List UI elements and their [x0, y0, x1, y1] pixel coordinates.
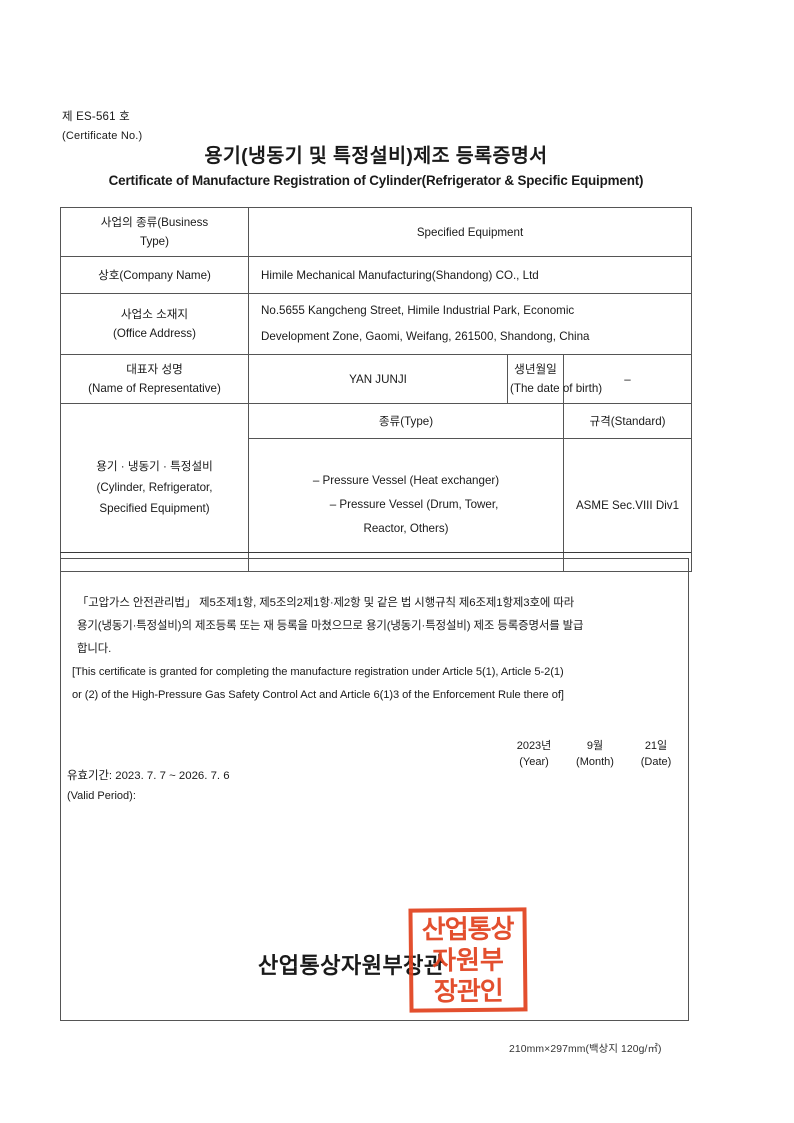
- page-title: 용기(냉동기 및 특정설비)제조 등록증명서 Certificate of Ma…: [60, 144, 692, 191]
- value-representative-name: YAN JUNJI: [248, 354, 508, 404]
- signature-authority: 산업통상자원부장관: [258, 953, 445, 978]
- statement-box: [60, 558, 689, 1021]
- certificate-info-table: 사업의 종류(Business Type) Specified Equipmen…: [60, 207, 692, 572]
- issue-date-month: 9월 (Month): [576, 740, 614, 768]
- table-row-company-name: 상호(Company Name) Himile Mechanical Manuf…: [60, 256, 692, 294]
- label-office-address: 사업소 소재지 (Office Address): [60, 293, 249, 355]
- value-office-address: No.5655 Kangcheng Street, Himile Industr…: [248, 293, 692, 355]
- value-product-types: – Pressure Vessel (Heat exchanger) – Pre…: [248, 438, 564, 572]
- value-company-name: Himile Mechanical Manufacturing(Shandong…: [248, 256, 692, 294]
- header-type: 종류(Type): [248, 403, 564, 439]
- certificate-number-ko: 제 ES-561 호: [62, 111, 130, 123]
- table-row-representative: 대표자 성명 (Name of Representative) YAN JUNJ…: [60, 354, 692, 404]
- statement-korean: 「고압가스 안전관리법」 제5조제1항, 제5조의2제1항·제2항 및 같은 법…: [77, 597, 584, 655]
- table-bottom-divider: [60, 552, 691, 553]
- issue-date-year: 2023년 (Year): [516, 740, 552, 768]
- value-date-of-birth: –: [563, 354, 692, 404]
- label-business-type: 사업의 종류(Business Type): [60, 207, 249, 257]
- value-business-type: Specified Equipment: [248, 207, 692, 257]
- certificate-number: 제 ES-561 호 (Certificate No.): [62, 108, 142, 146]
- certificate-number-label: (Certificate No.): [62, 130, 143, 142]
- table-row-type-standard-header: 용기 · 냉동기 · 특정설비 (Cylinder, Refrigerator,…: [60, 403, 692, 572]
- seal-line-2: 자원부: [431, 944, 505, 975]
- table-row-product-details: – Pressure Vessel (Heat exchanger) – Pre…: [61, 438, 692, 572]
- table-row-office-address: 사업소 소재지 (Office Address) No.5655 Kangche…: [60, 293, 692, 355]
- label-product-category: 용기 · 냉동기 · 특정설비 (Cylinder, Refrigerator,…: [60, 403, 249, 572]
- label-date-of-birth: 생년월일 (The date of birth): [507, 354, 602, 404]
- valid-period: 유효기간: 2023. 7. 7 ~ 2026. 7. 6 (Valid Per…: [67, 766, 230, 806]
- statement-english: [This certificate is granted for complet…: [72, 666, 564, 701]
- page-title-en: Certificate of Manufacture Registration …: [108, 173, 644, 188]
- label-company-name: 상호(Company Name): [60, 256, 249, 294]
- page-title-ko: 용기(냉동기 및 특정설비)제조 등록증명서: [204, 145, 548, 167]
- header-standard: 규격(Standard): [563, 403, 692, 439]
- label-representative: 대표자 성명 (Name of Representative): [60, 354, 249, 404]
- value-standard: ASME Sec.VIII Div1: [563, 438, 692, 572]
- seal-line-1: 산업통상: [421, 913, 514, 944]
- issue-date: 2023년 (Year) 9월 (Month) 21일 (Date): [505, 738, 685, 770]
- issue-date-day: 21일 (Date): [640, 740, 672, 768]
- valid-period-label: (Valid Period):: [67, 790, 136, 802]
- valid-period-dates: 유효기간: 2023. 7. 7 ~ 2026. 7. 6: [67, 770, 230, 782]
- paper-specification: 210mm×297mm(백상지 120g/㎡): [509, 1044, 662, 1055]
- seal-line-3: 장관인: [433, 975, 503, 1006]
- table-row-business-type: 사업의 종류(Business Type) Specified Equipmen…: [60, 207, 692, 257]
- official-seal-stamp: 산업통상 자원부 장관인: [408, 907, 528, 1013]
